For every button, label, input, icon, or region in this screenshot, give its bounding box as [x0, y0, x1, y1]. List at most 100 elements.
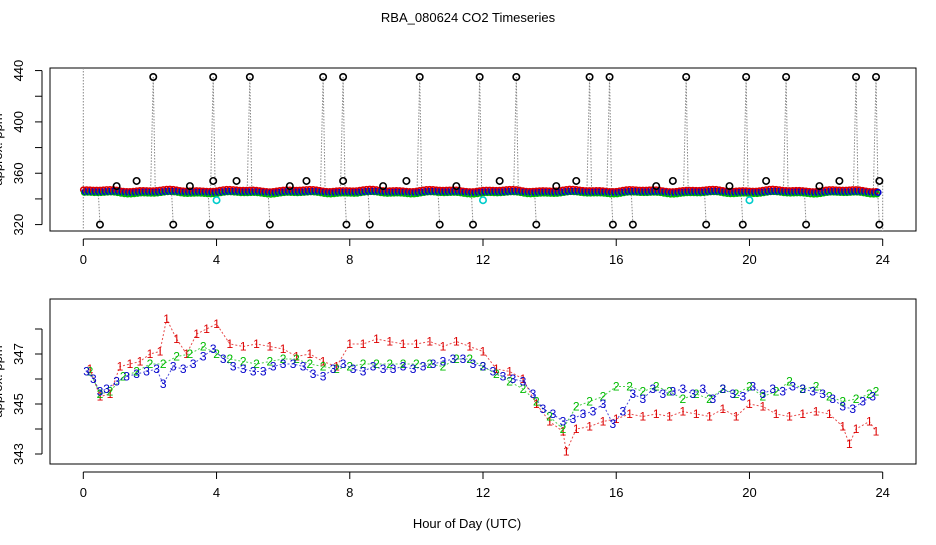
series-3-point: 3 [769, 382, 776, 396]
outlier-point [668, 176, 677, 185]
series-3-point: 3 [620, 405, 627, 419]
series-2-point: 2 [653, 380, 660, 394]
spike-point-low [469, 220, 478, 229]
spike-point-low [365, 220, 374, 229]
series-3-point: 3 [380, 362, 387, 376]
series-2-point: 2 [426, 357, 433, 371]
outlier-point [402, 176, 411, 185]
spike-point-low [435, 220, 444, 229]
series-3-point: 3 [143, 365, 150, 379]
spike-trace [476, 76, 481, 192]
series-2-point: 2 [839, 395, 846, 409]
spike-point-high [682, 72, 691, 81]
spike-trace [470, 191, 474, 225]
series-3-point: 3 [729, 387, 736, 401]
series-1-point: 1 [560, 425, 567, 439]
spike-point-high [149, 72, 158, 81]
series-2-point: 2 [786, 375, 793, 389]
series-1-point: 1 [320, 355, 327, 369]
series-3-point: 3 [103, 382, 110, 396]
series-2-point: 2 [680, 392, 687, 406]
spike-trace [745, 76, 749, 192]
series-3-point: 3 [680, 382, 687, 396]
series-3-point: 3 [370, 360, 377, 374]
series-3-point: 3 [650, 382, 657, 396]
spike-trace [852, 76, 857, 192]
spike-trace [609, 76, 613, 192]
series-2-point: 2 [506, 375, 513, 389]
series-2-point: 2 [799, 382, 806, 396]
series-trace [89, 317, 877, 454]
series-3-point: 3 [759, 387, 766, 401]
series-3-point: 3 [689, 387, 696, 401]
spike-point-high [742, 72, 751, 81]
x-tick-label: 24 [875, 252, 889, 267]
series-2-point: 2 [466, 352, 473, 366]
cyan-point [478, 196, 487, 205]
series-3-point: 3 [83, 365, 90, 379]
y-tick-label: 400 [11, 111, 26, 133]
series-1-point: 1 [213, 317, 220, 331]
outlier-point [815, 182, 824, 191]
series-2-point: 2 [187, 347, 194, 361]
series-1-point: 1 [360, 337, 367, 351]
series-1-point: 1 [193, 327, 200, 341]
series-1-point: 1 [466, 340, 473, 354]
series-3-point: 3 [310, 367, 317, 381]
spike-trace [367, 191, 371, 225]
series-2-point: 2 [346, 360, 353, 374]
series-1-point: 1 [293, 350, 300, 364]
baseline-point-blue [874, 188, 882, 196]
outlier-point [552, 182, 561, 191]
series-3-point: 3 [97, 385, 104, 399]
series-1-point: 1 [163, 312, 170, 326]
series-3-point: 3 [670, 385, 677, 399]
series-3-point: 3 [749, 380, 756, 394]
series-3-point: 3 [739, 390, 746, 404]
series-2-point: 2 [160, 357, 167, 371]
series-3-point: 3 [560, 415, 567, 429]
series-1-point: 1 [600, 415, 607, 429]
series-1-point: 1 [127, 357, 134, 371]
series-trace [86, 348, 873, 425]
series-3-point: 3 [360, 365, 367, 379]
series-3-point: 3 [280, 357, 287, 371]
series-2-point: 2 [213, 347, 220, 361]
spike-trace [322, 76, 326, 192]
spike-trace [150, 76, 154, 192]
spike-point-high [605, 72, 614, 81]
series-2-point: 2 [133, 365, 140, 379]
x-tick-label: 16 [609, 252, 623, 267]
series-3-point: 3 [420, 360, 427, 374]
series-2-point: 2 [746, 380, 753, 394]
spike-point-low [608, 220, 617, 229]
outlier-point [495, 176, 504, 185]
series-2-point: 2 [306, 357, 313, 371]
series-1-point: 1 [97, 390, 104, 404]
series-2-point: 2 [546, 410, 553, 424]
series-3-point: 3 [640, 392, 647, 406]
series-3-point: 3 [123, 370, 130, 384]
series-2-point: 2 [493, 367, 500, 381]
series-2-point: 2 [719, 382, 726, 396]
series-2-point: 2 [573, 400, 580, 414]
series-3-point: 3 [290, 357, 297, 371]
spike-trace [606, 76, 611, 192]
spike-trace [437, 191, 441, 225]
series-2-point: 2 [853, 392, 860, 406]
spike-point-low [702, 220, 711, 229]
outlier-point [112, 182, 121, 191]
cyan-point [745, 196, 754, 205]
spike-trace [419, 76, 423, 192]
spike-point-high [782, 72, 791, 81]
series-1-point: 1 [719, 402, 726, 416]
x-tick-label: 16 [609, 485, 623, 500]
x-tick-label: 12 [476, 252, 490, 267]
series-3-point: 3 [869, 390, 876, 404]
series-3-point: 3 [180, 362, 187, 376]
series-3-point: 3 [610, 417, 617, 431]
spike-trace [610, 191, 614, 225]
series-1-point: 1 [253, 337, 260, 351]
spike-point-low [875, 220, 884, 229]
